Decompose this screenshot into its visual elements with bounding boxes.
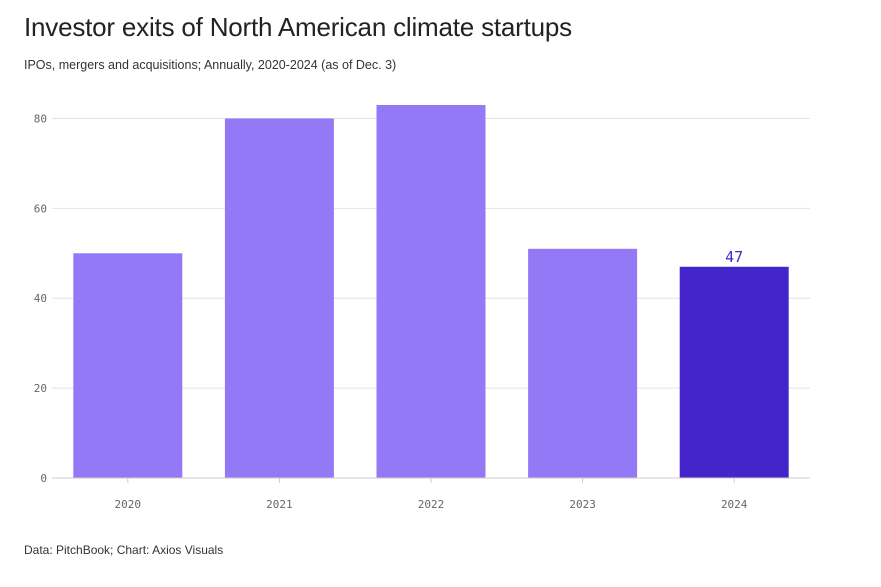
bar-2023 (528, 248, 638, 478)
x-tick-label-2022: 2022 (418, 498, 445, 511)
data-label-2024: 47 (725, 248, 743, 266)
bar-2020 (73, 253, 183, 478)
x-tick-label-2024: 2024 (721, 498, 748, 511)
y-tick-label-20: 20 (34, 382, 47, 395)
y-tick-label-80: 80 (34, 112, 47, 125)
x-tick-label-2020: 2020 (115, 498, 142, 511)
y-tick-label-40: 40 (34, 292, 47, 305)
bar-2024 (679, 266, 789, 478)
source-note: Data: PitchBook; Chart: Axios Visuals (24, 543, 224, 557)
chart-title: Investor exits of North American climate… (24, 12, 572, 42)
y-tick-label-0: 0 (40, 472, 47, 485)
y-tick-label-60: 60 (34, 202, 47, 215)
x-tick-label-2023: 2023 (569, 498, 596, 511)
x-tick-label-2021: 2021 (266, 498, 293, 511)
chart-subtitle: IPOs, mergers and acquisitions; Annually… (24, 58, 397, 72)
bar-2022 (376, 104, 486, 479)
bar-2021 (224, 118, 334, 479)
